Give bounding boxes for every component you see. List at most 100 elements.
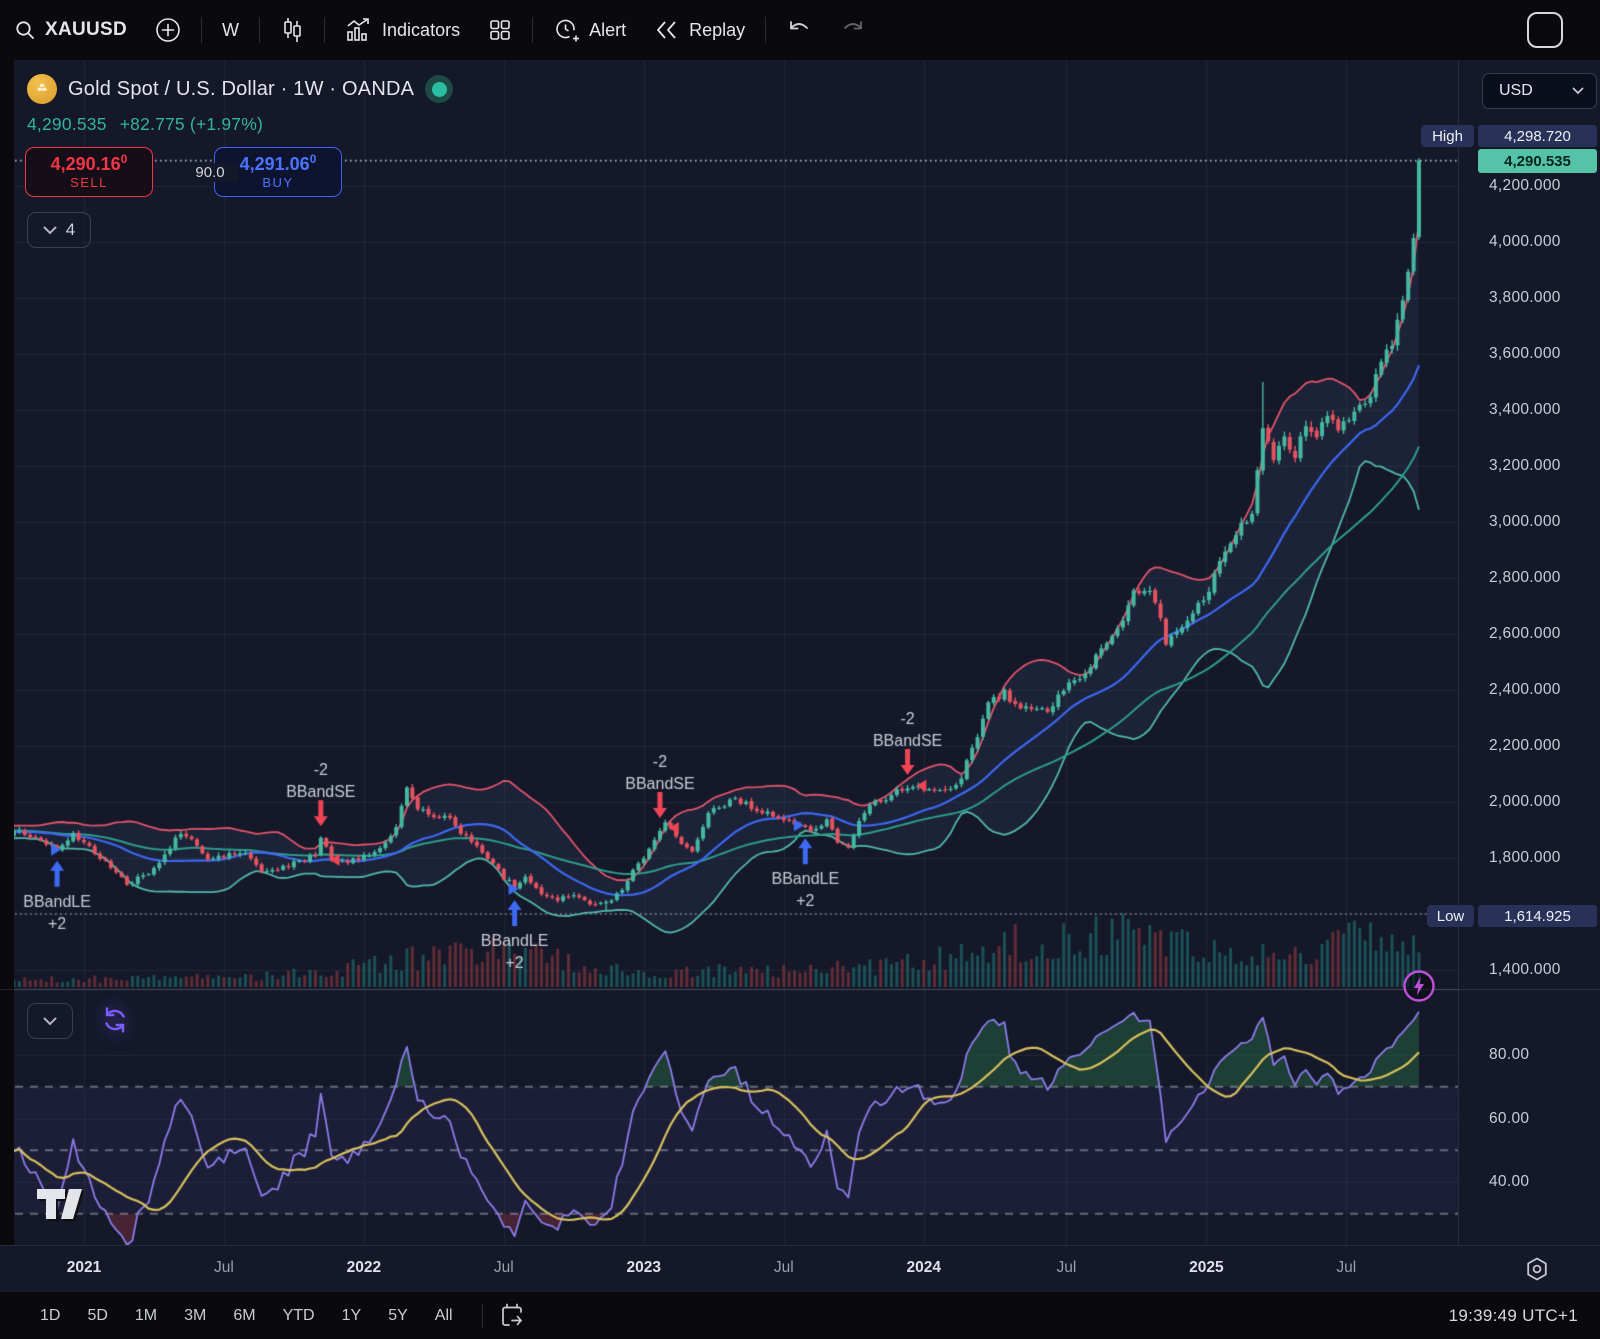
price-tick-label: 2,000.000: [1489, 793, 1561, 811]
undo-button[interactable]: [772, 10, 826, 50]
spread-value: 90.0: [182, 163, 238, 182]
chart-style-button[interactable]: [266, 10, 318, 50]
price-tick-label: 2,800.000: [1489, 569, 1561, 587]
price-tick-label: 2,200.000: [1489, 737, 1561, 755]
redo-button[interactable]: [826, 10, 880, 50]
symbol-search-button[interactable]: XAUUSD: [0, 10, 141, 50]
pane-divider[interactable]: [0, 989, 1600, 990]
price-tick-label: 3,400.000: [1489, 401, 1561, 419]
price-change: +82.775 (+1.97%): [119, 114, 264, 134]
indicators-icon: [345, 17, 373, 43]
undo-icon: [786, 19, 812, 41]
time-tick-label: Jul: [773, 1259, 794, 1276]
range-button-1y[interactable]: 1Y: [341, 1306, 362, 1324]
tradingview-logo[interactable]: [36, 1188, 86, 1227]
quote-row: 4,290.535 +82.775 (+1.97%): [27, 114, 263, 135]
replay-button[interactable]: Replay: [640, 10, 759, 50]
sell-price-sup: 0: [120, 152, 128, 167]
replay-label: Replay: [689, 19, 746, 40]
time-tick-label: Jul: [1056, 1259, 1077, 1276]
alert-button[interactable]: Alert: [539, 10, 640, 50]
indicators-button[interactable]: Indicators: [331, 10, 474, 50]
time-axis[interactable]: 2021 Jul 2022 Jul 2023 Jul 2024 Jul 2025 Jul: [0, 1245, 1600, 1292]
price-tick-label: 2,400.000: [1489, 681, 1561, 699]
search-icon: [14, 19, 36, 41]
currency-dropdown[interactable]: USD: [1482, 73, 1597, 109]
rsi-tick-label: 60.00: [1489, 1109, 1530, 1127]
redo-icon: [840, 19, 866, 41]
chevron-down-icon: [1572, 87, 1584, 95]
gold-symbol-icon: [27, 74, 57, 104]
range-button-all[interactable]: All: [434, 1306, 453, 1324]
bottom-toolbar: 1D 5D 1M 3M 6M YTD 1Y 5Y All 19:39:49 UTC+1: [0, 1292, 1600, 1339]
time-tick-label: 2021: [66, 1259, 102, 1276]
trade-panel: 4,290.160 SELL 90.0 4,291.060 BUY: [25, 147, 342, 197]
price-tick-label: 4,200.000: [1489, 177, 1561, 194]
price-tick-label: 3,800.000: [1489, 289, 1561, 306]
indicators-count: 4: [65, 220, 76, 239]
low-pill: Low: [1427, 905, 1474, 927]
grid-templates-icon: [488, 18, 512, 42]
time-tick-label: 2023: [626, 1259, 662, 1276]
sell-button[interactable]: 4,290.160 SELL: [25, 147, 153, 197]
interval-button[interactable]: W: [208, 10, 253, 50]
sync-refresh-icon[interactable]: [99, 1004, 131, 1041]
chart-title[interactable]: Gold Spot / U.S. Dollar · 1W · OANDA: [68, 77, 415, 100]
fullscreen-button[interactable]: [1512, 10, 1578, 50]
rsi-tick-label: 40.00: [1489, 1173, 1530, 1190]
price-tick-label: 3,600.000: [1489, 345, 1561, 363]
range-button-3m[interactable]: 3M: [184, 1306, 207, 1324]
symbol-label: XAUUSD: [45, 19, 128, 40]
alert-clock-icon: [553, 17, 580, 44]
price-chart-canvas[interactable]: [0, 60, 1458, 1245]
toolbar-divider: [481, 1303, 483, 1328]
time-tick-label: 2024: [906, 1259, 941, 1276]
toolbar-divider: [532, 17, 534, 43]
price-tick-label: 4,000.000: [1489, 233, 1561, 250]
rsi-tick-label: 80.00: [1489, 1046, 1530, 1063]
toolbar-divider: [765, 17, 767, 43]
range-button-1m[interactable]: 1M: [134, 1306, 158, 1324]
drawing-toolbar-strip[interactable]: [0, 60, 14, 1245]
range-button-5y[interactable]: 5Y: [388, 1306, 408, 1324]
time-tick-label: Jul: [1336, 1259, 1357, 1276]
axis-settings-gear-icon[interactable]: [1524, 1256, 1550, 1287]
range-button-ytd[interactable]: YTD: [282, 1306, 315, 1324]
candlestick-icon: [280, 17, 304, 43]
high-pill: High: [1421, 125, 1474, 147]
range-button-1d[interactable]: 1D: [40, 1306, 61, 1324]
plus-circle-icon: [155, 17, 181, 43]
time-tick-label: Jul: [493, 1259, 514, 1276]
sell-label: SELL: [70, 174, 108, 190]
last-price: 4,290.535: [27, 114, 107, 134]
interval-label: W: [222, 19, 240, 40]
last-price-badge: 4,290.535: [1478, 149, 1597, 173]
top-toolbar: XAUUSD W Indicators: [0, 0, 1600, 60]
frame-icon: [1526, 11, 1564, 49]
range-button-5d[interactable]: 5D: [87, 1306, 108, 1324]
currency-label: USD: [1499, 82, 1533, 99]
price-tick-label: 1,800.000: [1489, 849, 1561, 867]
chevron-down-icon: [43, 1017, 57, 1025]
clock-label[interactable]: 19:39:49 UTC+1: [1448, 1305, 1578, 1325]
go-to-date-icon[interactable]: [499, 1303, 525, 1329]
low-value-badge: 1,614.925: [1478, 905, 1597, 927]
range-button-6m[interactable]: 6M: [233, 1306, 256, 1324]
toolbar-divider: [259, 17, 261, 43]
buy-price: 4,291.06: [239, 154, 310, 175]
compare-add-button[interactable]: [141, 10, 195, 50]
buy-price-sup: 0: [309, 152, 317, 167]
price-scale[interactable]: USD 4,298.720 4,290.535 1,614.925 4,200.…: [1458, 60, 1600, 1245]
high-value-badge: 4,298.720: [1478, 125, 1597, 147]
buy-label: BUY: [262, 174, 294, 190]
time-tick-label: Jul: [214, 1259, 234, 1276]
indicator-templates-button[interactable]: [474, 10, 526, 50]
rsi-pane-collapse-button[interactable]: [27, 1003, 73, 1039]
time-tick-label: 2022: [346, 1259, 382, 1276]
collapsed-indicators-button[interactable]: 4: [27, 212, 91, 248]
price-tick-label: 3,000.000: [1489, 513, 1561, 531]
chart-region: Gold Spot / U.S. Dollar · 1W · OANDA 4,2…: [0, 60, 1600, 1292]
market-status-icon[interactable]: [425, 75, 454, 103]
quick-trade-lightning-icon[interactable]: [1402, 969, 1436, 1008]
